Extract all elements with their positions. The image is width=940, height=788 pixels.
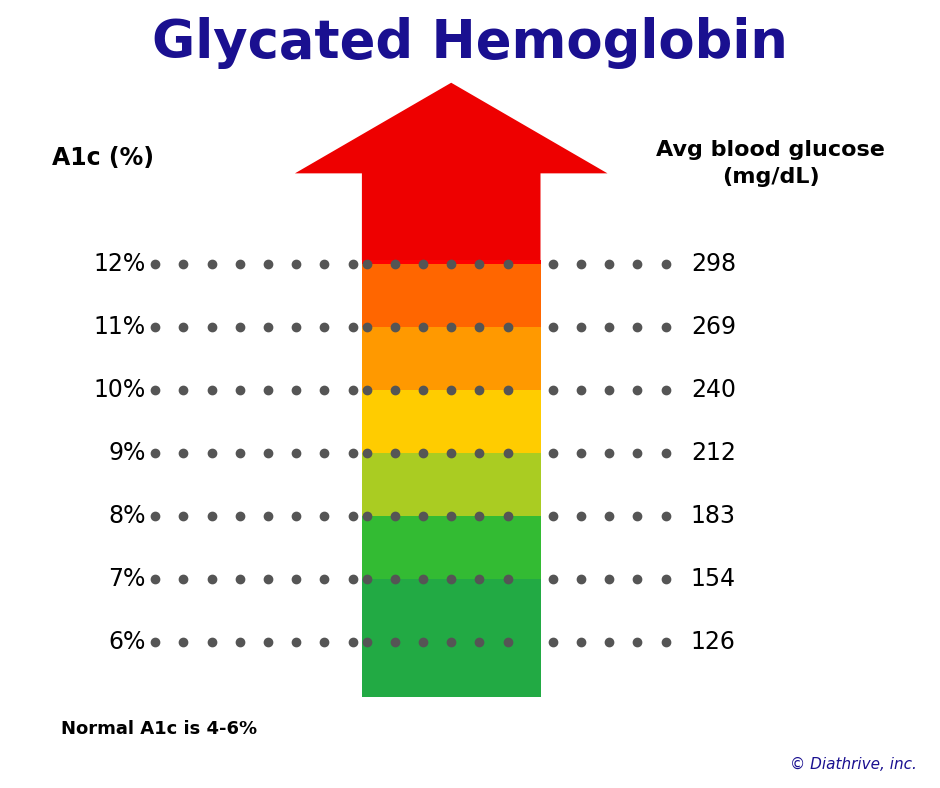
Text: © Diathrive, inc.: © Diathrive, inc.	[790, 756, 916, 772]
Bar	[362, 453, 540, 516]
Text: 183: 183	[691, 504, 736, 528]
Text: 212: 212	[691, 441, 736, 465]
Bar	[362, 579, 540, 697]
Text: 154: 154	[691, 567, 736, 591]
Text: 7%: 7%	[108, 567, 146, 591]
Text: 126: 126	[691, 630, 736, 654]
Bar	[362, 264, 540, 327]
Text: 298: 298	[691, 252, 736, 276]
Text: Glycated Hemoglobin: Glycated Hemoglobin	[152, 17, 788, 69]
Polygon shape	[295, 83, 607, 260]
Text: 269: 269	[691, 315, 736, 339]
Text: 10%: 10%	[93, 378, 146, 402]
Bar	[362, 390, 540, 453]
Text: 8%: 8%	[108, 504, 146, 528]
Bar	[362, 327, 540, 390]
Text: Avg blood glucose: Avg blood glucose	[656, 139, 885, 160]
Bar	[362, 260, 540, 264]
Bar	[362, 516, 540, 579]
Text: (mg/dL): (mg/dL)	[722, 167, 820, 188]
Text: 9%: 9%	[108, 441, 146, 465]
Text: 12%: 12%	[93, 252, 146, 276]
Text: 6%: 6%	[108, 630, 146, 654]
Text: 11%: 11%	[94, 315, 146, 339]
Text: A1c (%): A1c (%)	[52, 146, 154, 169]
Text: 240: 240	[691, 378, 736, 402]
Text: Normal A1c is 4-6%: Normal A1c is 4-6%	[61, 720, 258, 738]
